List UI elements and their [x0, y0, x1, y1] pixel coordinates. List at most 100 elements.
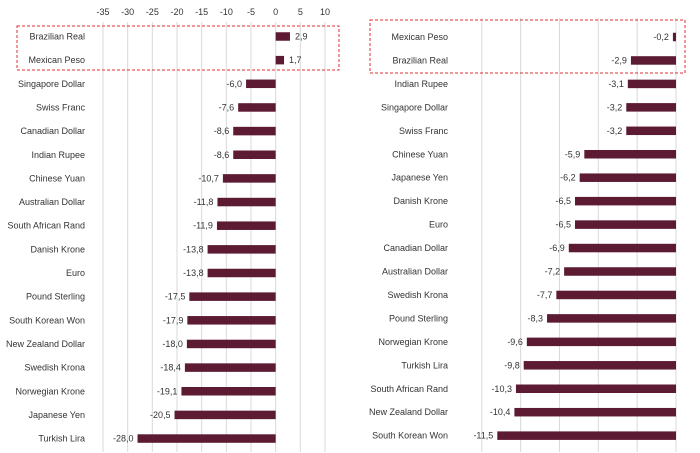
bar: [526, 337, 676, 347]
bar: [630, 56, 676, 65]
category-label: Mexican Peso: [28, 55, 85, 65]
category-label: Mexican Peso: [391, 32, 448, 42]
category-label: Danish Krone: [30, 244, 85, 254]
bar: [222, 174, 276, 183]
value-label: -18,4: [160, 363, 181, 373]
value-label: -0,2: [653, 32, 669, 42]
x-tick-label: -5: [247, 7, 255, 17]
category-label: Australian Dollar: [19, 197, 85, 207]
value-label: -13,8: [183, 244, 204, 254]
category-label: Chinese Yuan: [29, 173, 85, 183]
x-tick-label: 10: [320, 7, 330, 17]
value-label: -6,0: [227, 79, 243, 89]
category-label: Canadian Dollar: [383, 243, 448, 253]
bar: [275, 55, 285, 65]
highlight-box: [369, 19, 686, 74]
category-label: South Korean Won: [372, 431, 448, 441]
value-label: -3,2: [607, 102, 623, 112]
category-label: South African Rand: [370, 384, 448, 394]
value-label: -13,8: [183, 268, 204, 278]
bar: [564, 267, 676, 276]
x-tick-label: 0: [273, 7, 278, 17]
bar: [626, 126, 676, 136]
bar: [181, 387, 276, 396]
bar: [523, 361, 676, 370]
x-tick-label: -30: [121, 7, 134, 17]
value-label: -19,1: [157, 386, 178, 396]
value-label: -20,5: [150, 410, 171, 420]
category-label: Turkish Lira: [38, 434, 85, 444]
value-label: -10,3: [491, 384, 512, 394]
bar: [584, 150, 676, 159]
category-label: Brazilian Real: [392, 55, 448, 65]
category-label: Swedish Krona: [387, 290, 448, 300]
bar: [627, 79, 676, 89]
bar: [184, 363, 276, 372]
value-label: -7,2: [545, 267, 561, 277]
bar: [137, 434, 276, 443]
x-tick-label: -25: [146, 7, 159, 17]
right-bar-chart: Mexican Peso -0,2 Brazilian Real -2,9 Indian…: [369, 18, 686, 452]
bar: [216, 221, 276, 230]
category-label: Swedish Krona: [24, 363, 85, 373]
bar: [579, 173, 676, 182]
category-label: Chinese Yuan: [392, 149, 448, 159]
bar: [497, 431, 676, 440]
x-tick-label: -15: [195, 7, 208, 17]
category-label: Turkish Lira: [401, 360, 448, 370]
value-label: -7,6: [219, 102, 235, 112]
value-label: 2,9: [295, 32, 308, 42]
category-label: Indian Rupee: [31, 150, 85, 160]
category-label: Euro: [66, 268, 85, 278]
value-label: -17,5: [165, 292, 186, 302]
category-label: Pound Sterling: [389, 313, 448, 323]
bar: [233, 126, 276, 136]
value-label: -28,0: [113, 434, 134, 444]
bar: [568, 243, 676, 253]
bar: [672, 32, 676, 42]
value-label: -3,2: [607, 126, 623, 136]
value-label: -17,9: [163, 315, 184, 325]
value-label: -11,9: [193, 221, 213, 231]
bar: [515, 384, 676, 393]
bar: [207, 268, 276, 278]
category-label: Canadian Dollar: [20, 126, 85, 136]
value-label: -5,9: [565, 149, 581, 159]
bar: [547, 314, 676, 323]
category-label: Pound Sterling: [26, 292, 85, 302]
value-label: -8,3: [528, 313, 544, 323]
category-label: Brazilian Real: [29, 32, 85, 42]
value-label: -11,8: [194, 197, 214, 207]
category-label: Singapore Dollar: [381, 102, 448, 112]
bar: [217, 197, 276, 207]
category-label: South Korean Won: [9, 315, 85, 325]
bar: [189, 292, 276, 301]
bar: [187, 316, 276, 325]
value-label: -6,5: [555, 220, 571, 230]
value-label: -6,9: [549, 243, 565, 253]
bar: [575, 196, 676, 206]
x-tick-label: -10: [220, 7, 233, 17]
bar: [246, 79, 276, 89]
value-label: -9,6: [507, 337, 523, 347]
bar: [207, 245, 276, 254]
value-label: -8,6: [214, 126, 230, 136]
bar: [174, 410, 276, 420]
x-tick-label: -35: [96, 7, 109, 17]
value-label: -7,7: [537, 290, 553, 300]
bar: [238, 103, 276, 112]
value-label: -10,4: [490, 407, 511, 417]
category-label: Danish Krone: [393, 196, 448, 206]
category-label: New Zealand Dollar: [369, 407, 448, 417]
category-label: South African Rand: [7, 221, 85, 231]
category-label: Singapore Dollar: [18, 79, 85, 89]
category-label: Indian Rupee: [394, 79, 448, 89]
bar: [275, 32, 290, 41]
category-label: New Zealand Dollar: [6, 339, 85, 349]
value-label: -6,5: [555, 196, 571, 206]
value-label: -11,5: [473, 431, 493, 441]
bar: [233, 150, 276, 159]
left-bar-chart: -35 -30 -25 -20 -15 -10 -5 0 5 10 Brazilian Real 2,…: [6, 7, 340, 452]
x-tick-label: -20: [170, 7, 183, 17]
